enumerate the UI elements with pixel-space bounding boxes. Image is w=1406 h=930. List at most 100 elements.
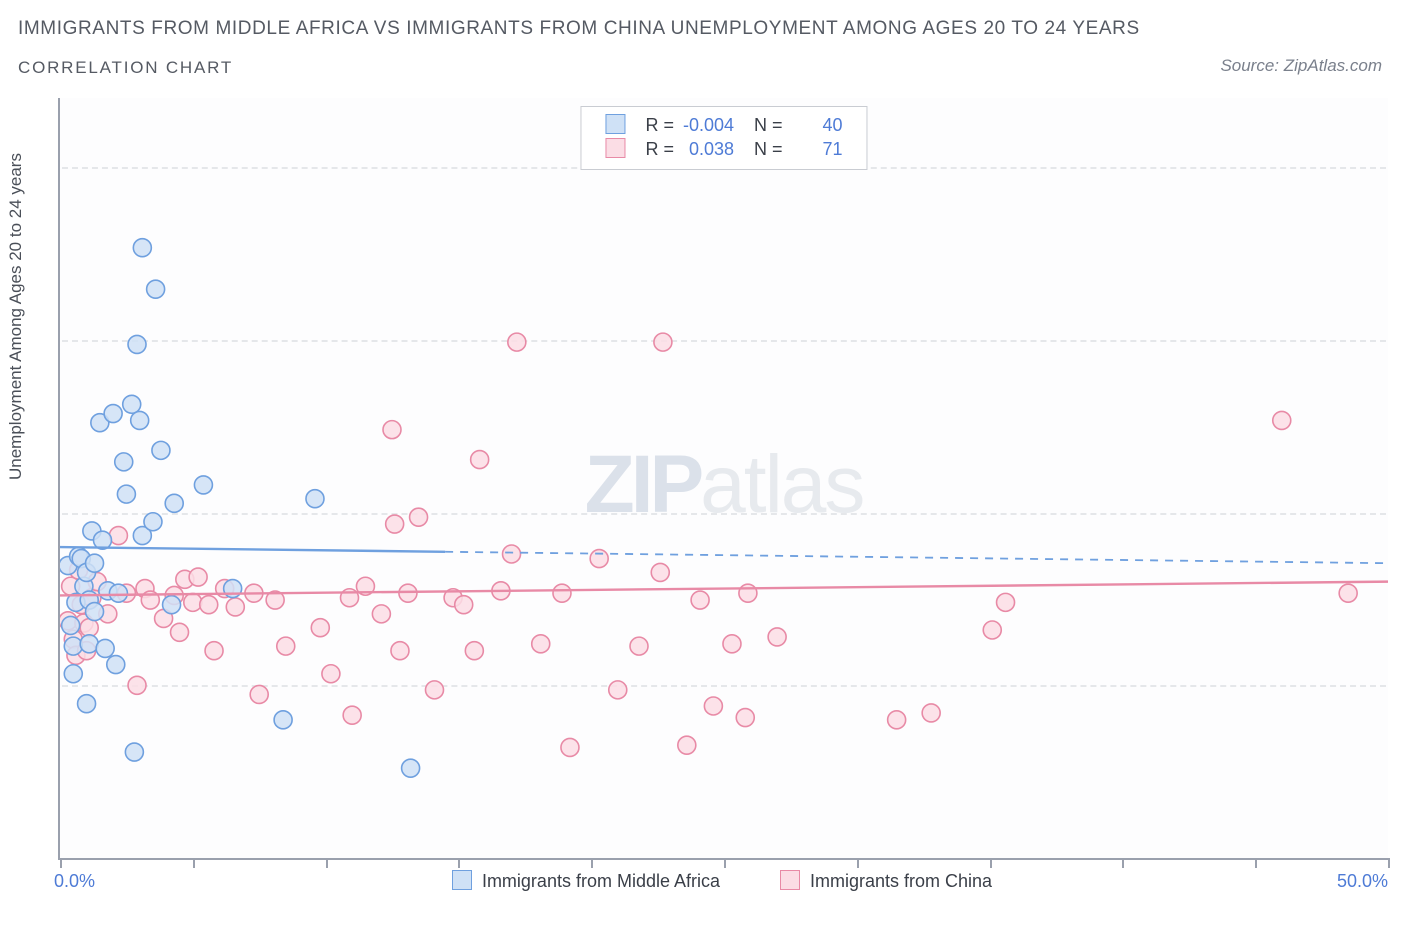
legend-bottom-swatch-0 (452, 870, 472, 890)
plot-wrap: ZIPatlas R = -0.004 N = 40 R = 0.038 N =… (58, 98, 1386, 858)
scatter-point (343, 706, 361, 724)
legend-bottom-swatch-1 (780, 870, 800, 890)
legend-r-label-1: R = (645, 139, 674, 159)
scatter-point (86, 554, 104, 572)
scatter-point (250, 685, 268, 703)
scatter-point (372, 605, 390, 623)
scatter-point (64, 637, 82, 655)
scatter-point (147, 280, 165, 298)
scatter-point (651, 563, 669, 581)
legend-swatch-1 (605, 138, 625, 158)
legend-r-value-0: -0.004 (679, 115, 734, 136)
scatter-point (465, 642, 483, 660)
scatter-point (322, 665, 340, 683)
scatter-point (109, 584, 127, 602)
scatter-point (274, 711, 292, 729)
scatter-point (678, 736, 696, 754)
scatter-point (553, 584, 571, 602)
scatter-point (455, 596, 473, 614)
scatter-point (630, 637, 648, 655)
scatter-point (704, 697, 722, 715)
scatter-point (425, 681, 443, 699)
legend-stats-row-0: R = -0.004 N = 40 (595, 113, 852, 137)
x-tick (458, 858, 460, 868)
scatter-point (104, 405, 122, 423)
x-tick (1388, 858, 1390, 868)
scatter-point (383, 421, 401, 439)
scatter-point (508, 333, 526, 351)
scatter-svg (60, 98, 1388, 858)
scatter-point (226, 598, 244, 616)
plot-area: ZIPatlas R = -0.004 N = 40 R = 0.038 N =… (58, 98, 1388, 860)
scatter-point (115, 453, 133, 471)
scatter-point (306, 490, 324, 508)
scatter-point (997, 593, 1015, 611)
y-tick-label: 7.5% (1396, 674, 1406, 695)
scatter-point (768, 628, 786, 646)
scatter-point (194, 476, 212, 494)
legend-r-value-1: 0.038 (679, 139, 734, 160)
legend-r-label-0: R = (645, 115, 674, 135)
scatter-point (277, 637, 295, 655)
scatter-point (654, 333, 672, 351)
legend-n-value-1: 71 (788, 139, 843, 160)
scatter-point (152, 441, 170, 459)
scatter-point (133, 239, 151, 257)
scatter-point (399, 584, 417, 602)
legend-bottom-item-0: Immigrants from Middle Africa (452, 870, 720, 892)
legend-bottom-label-0: Immigrants from Middle Africa (482, 871, 720, 891)
scatter-point (503, 545, 521, 563)
source-attribution: Source: ZipAtlas.com (1220, 56, 1382, 76)
x-tick (326, 858, 328, 868)
x-tick (193, 858, 195, 868)
scatter-point (391, 642, 409, 660)
scatter-point (96, 639, 114, 657)
legend-bottom: Immigrants from Middle Africa Immigrants… (58, 870, 1386, 892)
scatter-point (1339, 584, 1357, 602)
x-tick (857, 858, 859, 868)
legend-swatch-0 (605, 114, 625, 134)
legend-n-value-0: 40 (788, 115, 843, 136)
scatter-point (609, 681, 627, 699)
scatter-point (163, 596, 181, 614)
scatter-point (165, 494, 183, 512)
scatter-point (80, 619, 98, 637)
scatter-point (128, 676, 146, 694)
scatter-point (691, 591, 709, 609)
scatter-point (189, 568, 207, 586)
scatter-point (128, 335, 146, 353)
scatter-point (471, 451, 489, 469)
scatter-point (123, 395, 141, 413)
scatter-point (983, 621, 1001, 639)
scatter-point (723, 635, 741, 653)
scatter-point (561, 738, 579, 756)
trend-line-dashed (445, 552, 1388, 563)
scatter-point (200, 596, 218, 614)
y-tick-label: 15.0% (1396, 502, 1406, 523)
x-tick (591, 858, 593, 868)
x-tick (1122, 858, 1124, 868)
chart-subtitle: CORRELATION CHART (18, 58, 233, 78)
scatter-point (78, 695, 96, 713)
scatter-point (532, 635, 550, 653)
scatter-point (736, 709, 754, 727)
scatter-point (107, 656, 125, 674)
scatter-point (888, 711, 906, 729)
scatter-point (1273, 411, 1291, 429)
x-tick (1255, 858, 1257, 868)
scatter-point (117, 485, 135, 503)
scatter-point (125, 743, 143, 761)
scatter-point (184, 593, 202, 611)
legend-n-label-1: N = (754, 139, 783, 159)
scatter-point (311, 619, 329, 637)
legend-bottom-label-1: Immigrants from China (810, 871, 992, 891)
legend-stats-row-1: R = 0.038 N = 71 (595, 137, 852, 161)
scatter-point (131, 411, 149, 429)
trend-line (60, 547, 445, 552)
scatter-point (922, 704, 940, 722)
y-axis-label: Unemployment Among Ages 20 to 24 years (6, 153, 26, 480)
scatter-point (386, 515, 404, 533)
x-tick (990, 858, 992, 868)
scatter-point (739, 584, 757, 602)
scatter-point (590, 550, 608, 568)
